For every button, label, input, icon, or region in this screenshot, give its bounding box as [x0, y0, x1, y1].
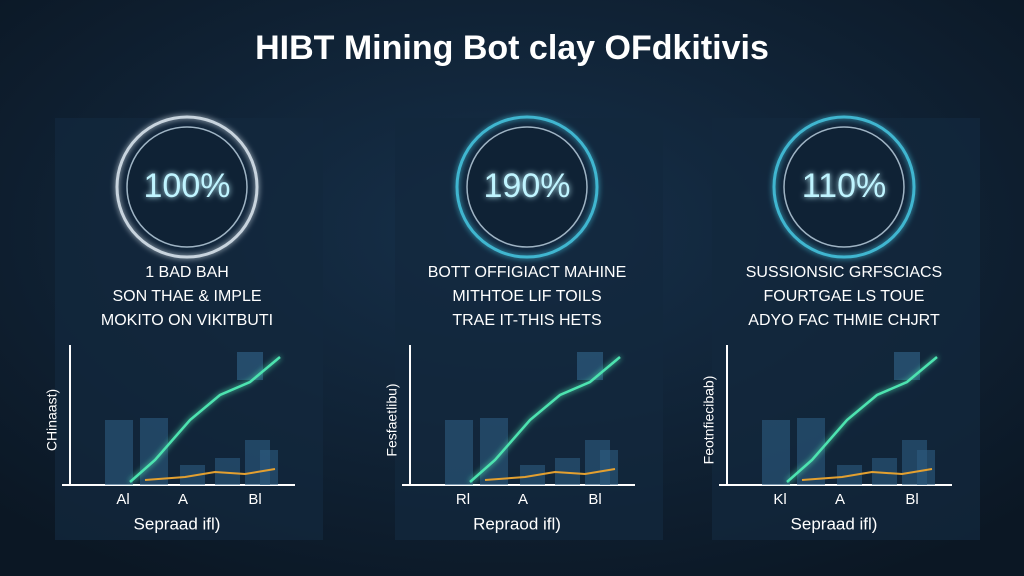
baseline-line	[484, 468, 616, 481]
x-axis-label: Repraod ifl)	[473, 514, 561, 533]
ring-inner	[126, 126, 248, 248]
x-tick-label: A	[835, 491, 845, 508]
ring-value: 110%	[802, 167, 886, 205]
ring-outer	[115, 115, 259, 259]
x-tick-label: Bl	[248, 491, 261, 508]
ring-outer	[455, 115, 599, 259]
ring-value: 100%	[144, 167, 231, 205]
x-tick-label: Kl	[773, 491, 786, 508]
background-bar	[105, 420, 133, 485]
panel: 190% BOTT OFFIGIACT MAHINE MITHTOE LIF TOI…	[384, 115, 663, 540]
description-line: BOTT OFFIGIACT MAHINE	[428, 264, 627, 281]
y-axis-label: Feotnfiecibab)	[701, 376, 717, 465]
ring-inner	[466, 126, 588, 248]
y-axis-label: CHinaast)	[44, 389, 60, 451]
background-bar	[260, 450, 278, 485]
description-line: ADYO FAC THMIE CHJRT	[748, 312, 940, 329]
background-bar	[762, 420, 790, 485]
x-tick-label: A	[178, 491, 188, 508]
trend-line	[469, 356, 621, 483]
description-line: FOURTGAE LS TOUE	[764, 288, 925, 305]
ring-outer	[772, 115, 916, 259]
description-line: 1 BAD BAH	[145, 264, 229, 281]
description-line: MOKITO ON VIKITBUTI	[101, 312, 273, 329]
ring-inner	[783, 126, 905, 248]
x-tick-label: A	[518, 491, 528, 508]
description-line: MITHTOE LIF TOILS	[452, 288, 601, 305]
trend-line	[786, 356, 938, 483]
background-bar	[445, 420, 473, 485]
background-bar	[600, 450, 618, 485]
trend-line	[129, 356, 281, 483]
background-bar	[917, 450, 935, 485]
x-tick-label: Rl	[456, 491, 470, 508]
x-tick-label: Bl	[905, 491, 918, 508]
x-tick-label: Bl	[588, 491, 601, 508]
y-axis-label: Fesfaetlibu)	[384, 383, 400, 456]
panel: 100% 1 BAD BAH SON THAE & IMPLE MOKITO ON V…	[44, 115, 323, 540]
x-axis-label: Sepraad ifl)	[791, 514, 878, 533]
baseline-line	[801, 468, 933, 481]
panel: 110% SUSSIONSIC GRFSCIACS FOURTGAE LS TOUE…	[701, 115, 980, 540]
description-line: TRAE IT-THIS HETS	[452, 312, 601, 329]
baseline-line	[144, 468, 276, 481]
x-tick-label: Al	[116, 491, 129, 508]
panels: 100% 1 BAD BAH SON THAE & IMPLE MOKITO ON V…	[44, 115, 980, 540]
description-line: SON THAE & IMPLE	[112, 288, 261, 305]
x-axis-label: Sepraad ifl)	[134, 514, 221, 533]
title: HIBT Mining Bot clay OFdkitivis	[255, 29, 769, 67]
ring-value: 190%	[484, 167, 571, 205]
description-line: SUSSIONSIC GRFSCIACS	[746, 264, 942, 281]
